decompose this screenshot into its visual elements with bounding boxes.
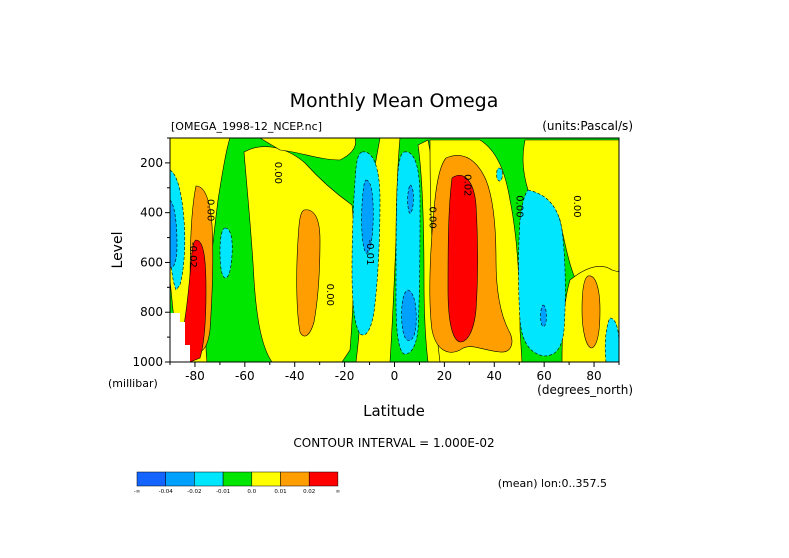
contour-region-max	[447, 175, 478, 343]
legend-swatch	[222, 471, 253, 487]
contour-plot-area: 0.00 0.00 0.00 -0.01 0.00 0.02 0.00 0.00 -0.02	[170, 138, 619, 362]
contour-label: 0.00	[426, 207, 437, 229]
legend-label: 0.01	[274, 489, 286, 495]
y-tick-label: 1000	[132, 355, 163, 369]
legend-swatch	[136, 471, 166, 487]
contour-label: -0.01	[364, 240, 375, 266]
x-tick-label: 0	[391, 369, 399, 383]
legend-swatch	[194, 471, 224, 487]
x-tick-label: -60	[235, 369, 255, 383]
contour-label: -0.02	[187, 242, 198, 268]
legend-swatch	[308, 471, 339, 487]
x-tick-label: 80	[586, 369, 601, 383]
y-tick-label: 600	[140, 255, 163, 269]
legend-label: ∞	[336, 489, 341, 495]
y-tick-label: 400	[140, 206, 163, 220]
contour-region-negative	[604, 317, 619, 362]
contour-region-negative	[219, 227, 233, 279]
contour-region-negative	[518, 189, 566, 357]
contour-region-negative-strong	[170, 199, 178, 269]
x-tick-label: -20	[335, 369, 355, 383]
contour-interval-text: CONTOUR INTERVAL = 1.000E-02	[293, 436, 494, 450]
file-label: [OMEGA_1998-12_NCEP.nc]	[171, 120, 322, 133]
chart-title: Monthly Mean Omega	[290, 90, 499, 112]
contour-label: 0.00	[571, 195, 582, 217]
contour-region-negative-strong	[540, 304, 547, 327]
legend-swatch	[165, 471, 195, 487]
y-axis-label: Level	[110, 232, 126, 269]
legend-label: -0.02	[187, 489, 201, 495]
y-axis: 200 400 600 800 1000	[132, 137, 170, 369]
y-tick-label: 200	[140, 156, 163, 170]
x-tick-label: 20	[437, 369, 452, 383]
legend-label: -∞	[134, 489, 141, 495]
contour-region-negative	[496, 167, 503, 182]
contour-region-positive-high	[296, 209, 321, 337]
contour-region-negative-strong	[407, 184, 414, 214]
legend-swatch	[280, 471, 310, 487]
contour-label: 0.00	[514, 195, 525, 217]
missing-data-region	[170, 313, 190, 362]
x-axis-label: Latitude	[363, 402, 425, 420]
contour-label: 0.00	[324, 284, 335, 306]
contour-label: 0.00	[272, 162, 283, 184]
y-tick-label: 800	[140, 305, 163, 319]
color-legend: -∞ -0.04 -0.02 -0.01 0.0 0.01 0.02 ∞	[134, 471, 341, 495]
mean-text: (mean) lon:0..357.5	[498, 477, 607, 490]
y-axis-units: (millibar)	[108, 377, 158, 390]
contour-label: 0.02	[461, 174, 472, 196]
legend-label: -0.04	[159, 489, 174, 495]
units-label: (units:Pascal/s)	[542, 119, 633, 133]
contour-region-negative-strong	[361, 179, 374, 254]
contour-region-positive-high	[581, 275, 601, 349]
legend-swatch	[251, 471, 281, 487]
contour-region-negative-strong	[401, 289, 417, 341]
x-tick-label: 60	[537, 369, 552, 383]
legend-label: 0.0	[247, 489, 256, 495]
legend-label: -0.01	[216, 489, 230, 495]
contour-region-max	[181, 239, 207, 362]
x-axis: -80 -60 -40 -20 0 20 40 60 80	[169, 362, 620, 383]
contour-label: 0.00	[204, 199, 215, 221]
x-axis-units: (degrees_north)	[537, 383, 633, 397]
x-tick-label: -80	[185, 369, 205, 383]
contour-region-positive	[259, 138, 356, 161]
legend-label: 0.02	[303, 489, 315, 495]
x-tick-label: 40	[487, 369, 502, 383]
x-tick-label: -40	[285, 369, 305, 383]
